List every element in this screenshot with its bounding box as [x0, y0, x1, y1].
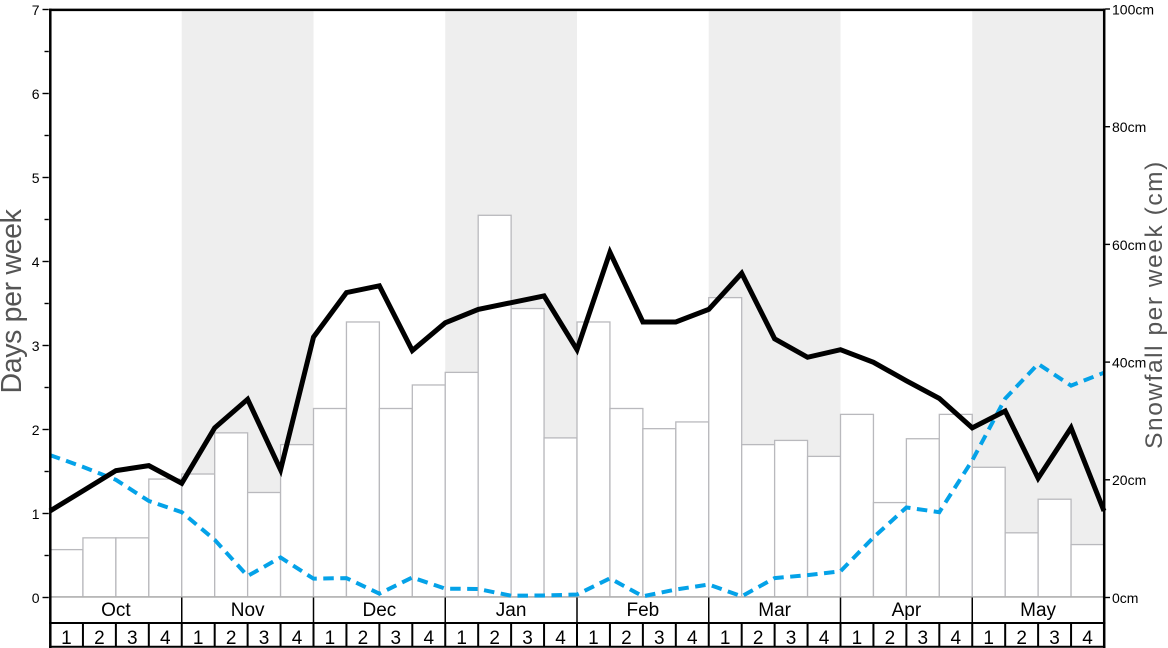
- svg-text:100cm: 100cm: [1112, 1, 1154, 17]
- svg-text:1: 1: [325, 628, 336, 648]
- svg-text:4: 4: [160, 628, 171, 648]
- svg-text:Jan: Jan: [496, 600, 527, 621]
- svg-text:4: 4: [32, 254, 40, 270]
- svg-text:20cm: 20cm: [1112, 472, 1146, 488]
- svg-text:2: 2: [885, 628, 896, 648]
- svg-text:Dec: Dec: [362, 600, 396, 621]
- svg-text:1: 1: [32, 506, 40, 522]
- svg-text:1: 1: [193, 628, 204, 648]
- svg-text:3: 3: [522, 628, 533, 648]
- svg-text:0cm: 0cm: [1112, 590, 1138, 606]
- svg-text:2: 2: [489, 628, 500, 648]
- svg-text:Mar: Mar: [758, 600, 791, 621]
- svg-text:2: 2: [753, 628, 764, 648]
- svg-text:4: 4: [819, 628, 830, 648]
- svg-text:5: 5: [32, 170, 40, 186]
- svg-text:2: 2: [32, 422, 40, 438]
- svg-text:2: 2: [621, 628, 632, 648]
- svg-text:2: 2: [94, 628, 105, 648]
- svg-text:3: 3: [654, 628, 665, 648]
- svg-text:7: 7: [32, 2, 40, 18]
- svg-text:3: 3: [32, 338, 40, 354]
- svg-text:Apr: Apr: [892, 600, 922, 621]
- svg-text:4: 4: [1082, 628, 1093, 648]
- svg-text:Days per week: Days per week: [0, 208, 28, 393]
- svg-text:4: 4: [555, 628, 566, 648]
- svg-text:80cm: 80cm: [1112, 119, 1146, 135]
- svg-text:2: 2: [358, 628, 369, 648]
- svg-text:3: 3: [786, 628, 797, 648]
- svg-text:Feb: Feb: [627, 600, 660, 621]
- svg-text:Snowfall per week (cm): Snowfall per week (cm): [1141, 160, 1168, 449]
- svg-text:2: 2: [1016, 628, 1027, 648]
- svg-text:Oct: Oct: [101, 600, 131, 621]
- svg-text:1: 1: [61, 628, 72, 648]
- svg-text:60cm: 60cm: [1112, 237, 1146, 253]
- svg-text:1: 1: [588, 628, 599, 648]
- svg-text:1: 1: [983, 628, 994, 648]
- svg-text:6: 6: [32, 86, 40, 102]
- svg-text:3: 3: [1049, 628, 1060, 648]
- svg-text:1: 1: [852, 628, 863, 648]
- svg-text:Nov: Nov: [231, 600, 265, 621]
- svg-text:1: 1: [720, 628, 731, 648]
- svg-text:3: 3: [918, 628, 929, 648]
- svg-text:May: May: [1020, 600, 1056, 621]
- svg-text:4: 4: [950, 628, 961, 648]
- svg-text:3: 3: [127, 628, 138, 648]
- svg-text:2: 2: [226, 628, 237, 648]
- svg-text:3: 3: [391, 628, 402, 648]
- svg-text:1: 1: [456, 628, 467, 648]
- svg-text:4: 4: [687, 628, 698, 648]
- svg-text:3: 3: [259, 628, 270, 648]
- svg-text:0: 0: [32, 590, 40, 606]
- svg-text:4: 4: [423, 628, 434, 648]
- svg-text:40cm: 40cm: [1112, 355, 1146, 371]
- svg-text:4: 4: [292, 628, 303, 648]
